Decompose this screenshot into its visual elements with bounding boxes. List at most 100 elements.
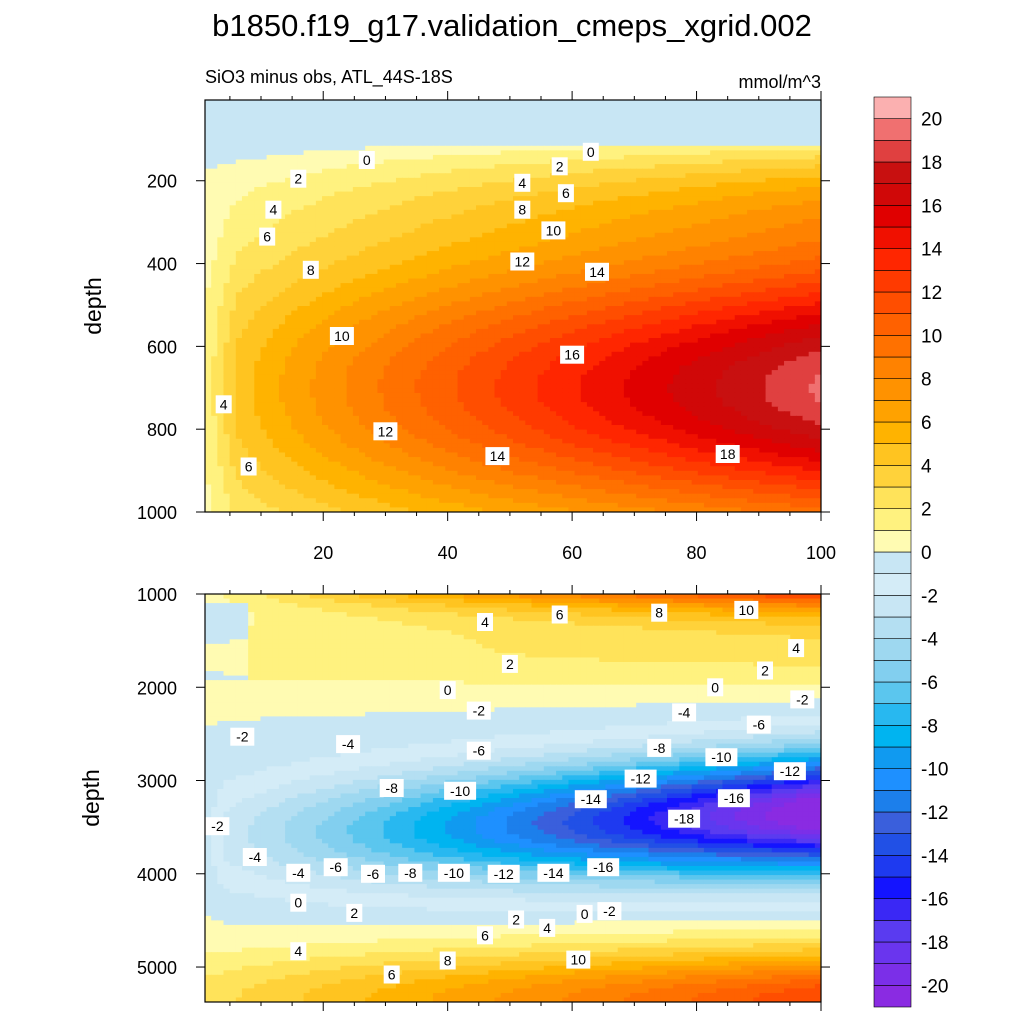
contour-cell — [414, 301, 422, 307]
contour-cell — [777, 287, 785, 293]
contour-cell — [506, 223, 514, 229]
contour-cell — [734, 260, 742, 266]
contour-cell — [617, 173, 625, 179]
contour-cell — [469, 260, 477, 266]
contour-cell — [747, 122, 754, 129]
contour-cell — [217, 228, 225, 234]
contour-cell — [630, 315, 637, 321]
contour-cell — [241, 154, 249, 161]
contour-cell — [223, 251, 231, 257]
contour-cell — [408, 301, 416, 307]
contour-cell — [648, 219, 656, 225]
contour-cell — [691, 315, 699, 321]
contour-cell — [568, 100, 576, 106]
contour-cell — [315, 127, 323, 133]
contour-cell — [377, 191, 385, 197]
contour-cell — [759, 319, 767, 325]
contour-cell — [359, 100, 366, 106]
contour-cell — [685, 269, 693, 275]
contour-cell — [322, 200, 329, 206]
contour-cell — [617, 278, 625, 284]
contour-cell — [654, 177, 662, 183]
contour-cell — [784, 118, 791, 124]
contour-cell — [765, 292, 773, 298]
contour-cell — [285, 164, 292, 170]
contour-cell — [494, 200, 502, 206]
contour-cell — [777, 232, 785, 238]
contour-cell — [365, 287, 372, 293]
contour-cell — [494, 260, 502, 266]
contour-cell — [328, 191, 335, 197]
contour-cell — [383, 273, 391, 280]
contour-cell — [710, 228, 717, 234]
contour-cell — [322, 186, 329, 193]
contour-cell — [506, 182, 514, 188]
contour-cell — [359, 301, 366, 307]
contour-cell — [395, 159, 403, 165]
contour-cell — [586, 104, 594, 110]
contour-cell — [642, 100, 650, 106]
contour-cell — [383, 177, 391, 183]
contour-cell — [513, 287, 520, 293]
contour-cell — [457, 315, 465, 321]
contour-cell — [654, 283, 662, 289]
contour-cell — [586, 237, 594, 243]
contour-cell — [414, 246, 422, 252]
contour-cell — [457, 296, 465, 303]
contour-cell — [654, 246, 662, 252]
contour-cell — [771, 255, 779, 261]
contour-cell — [340, 177, 348, 183]
contour-cell — [685, 219, 693, 225]
contour-cell — [488, 150, 496, 156]
contour-cell — [328, 315, 335, 321]
contour-cell — [211, 219, 218, 225]
contour-cell — [710, 132, 717, 138]
contour-cell — [506, 232, 514, 238]
contour-cell — [685, 228, 693, 234]
contour-cell — [352, 319, 360, 325]
contour-cell — [235, 255, 243, 261]
contour-cell — [211, 173, 218, 179]
contour-cell — [691, 269, 699, 275]
contour-cell — [790, 168, 797, 174]
contour-cell — [445, 145, 452, 151]
contour-cell — [765, 273, 773, 280]
contour-cell — [814, 251, 821, 257]
contour-cell — [371, 196, 379, 202]
contour-cell — [568, 278, 576, 284]
contour-cell — [359, 283, 366, 289]
contour-cell — [266, 246, 274, 252]
contour-cell — [352, 301, 360, 307]
contour-cell — [728, 246, 736, 252]
contour-cell — [611, 260, 619, 266]
contour-cell — [667, 100, 674, 106]
contour-cell — [667, 177, 674, 183]
contour-cell — [340, 269, 348, 275]
contour-cell — [211, 287, 218, 293]
contour-cell — [586, 168, 594, 174]
contour-cell — [525, 104, 533, 110]
contour-cell — [549, 260, 557, 266]
contour-cell — [531, 228, 539, 234]
contour-cell — [309, 241, 317, 248]
contour-cell — [414, 113, 422, 119]
contour-cell — [531, 292, 539, 298]
contour-cell — [549, 118, 557, 124]
contour-cell — [556, 255, 563, 261]
contour-cell — [235, 223, 243, 229]
contour-cell — [777, 241, 785, 248]
contour-cell — [667, 273, 674, 280]
contour-cell — [482, 214, 489, 220]
contour-cell — [371, 264, 379, 270]
contour-cell — [537, 122, 545, 129]
contour-cell — [359, 209, 366, 216]
contour-cell — [285, 154, 292, 161]
contour-cell — [371, 292, 379, 298]
contour-cell — [272, 315, 280, 321]
contour-cell — [395, 283, 403, 289]
contour-cell — [753, 264, 760, 270]
contour-cell — [272, 324, 280, 330]
contour-cell — [383, 255, 391, 261]
contour-cell — [697, 264, 705, 270]
contour-cell — [322, 173, 329, 179]
